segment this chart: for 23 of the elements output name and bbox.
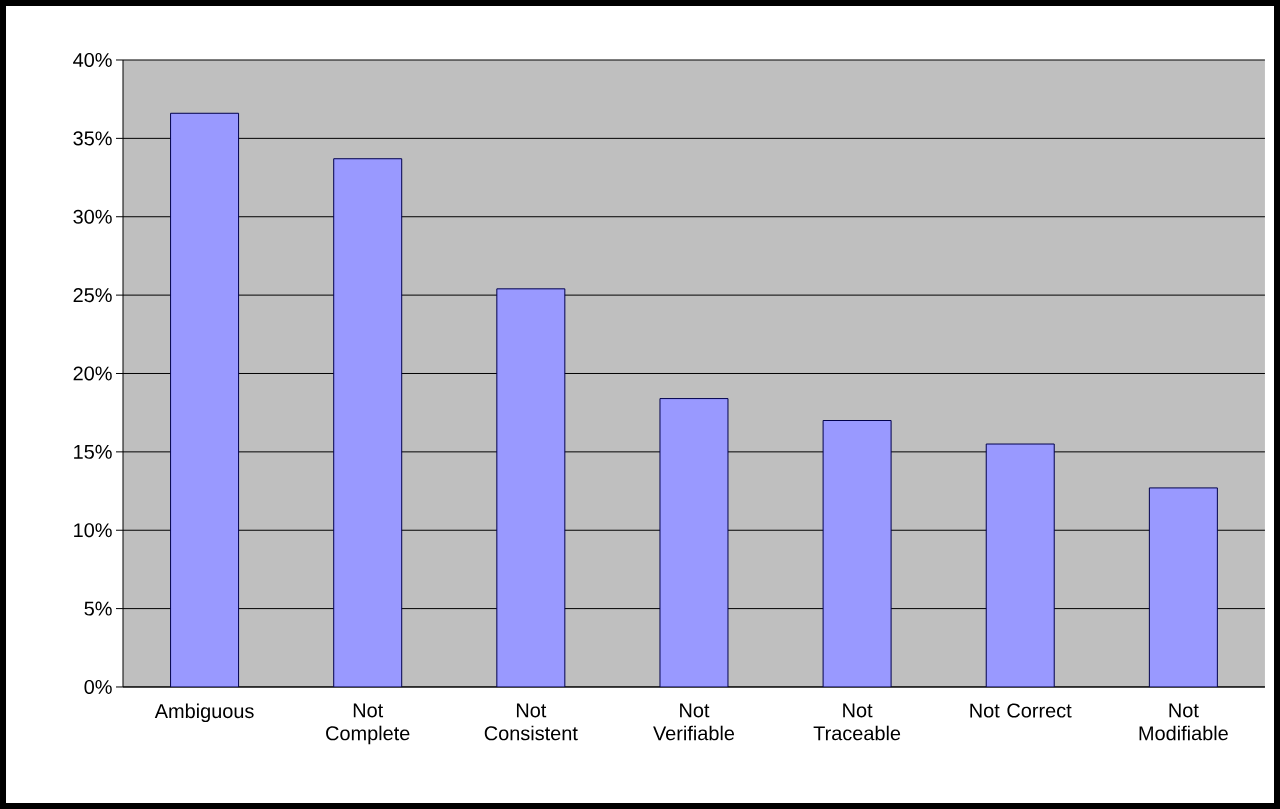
y-tick-label: 35% xyxy=(73,131,112,146)
x-tick-label: Not Modifiable xyxy=(1139,703,1228,741)
y-tick-label: 20% xyxy=(73,366,112,381)
bar xyxy=(659,398,729,687)
y-tick-label: 10% xyxy=(74,523,112,538)
bar xyxy=(1148,487,1218,687)
y-tick-label: 30% xyxy=(73,209,112,224)
x-tick-label: Not Complete xyxy=(326,703,410,745)
y-tick-label: 25% xyxy=(73,288,112,303)
y-tick-label: 0% xyxy=(84,679,112,695)
bar xyxy=(333,158,403,687)
bar xyxy=(822,420,892,687)
bar xyxy=(496,288,566,687)
bar xyxy=(985,443,1055,687)
y-tick-label: 5% xyxy=(84,601,112,616)
x-tick-label: Ambiguous xyxy=(154,703,254,723)
x-tick-label: Not Consistent xyxy=(484,703,578,741)
x-tick-label: Not Verifiable xyxy=(653,703,735,741)
x-tick-label: Not Correct xyxy=(970,703,1072,718)
bar xyxy=(170,112,240,687)
y-tick-label: 40% xyxy=(73,52,112,68)
x-tick-label: Not Traceable xyxy=(813,703,901,741)
y-tick-label: 15% xyxy=(74,444,112,459)
